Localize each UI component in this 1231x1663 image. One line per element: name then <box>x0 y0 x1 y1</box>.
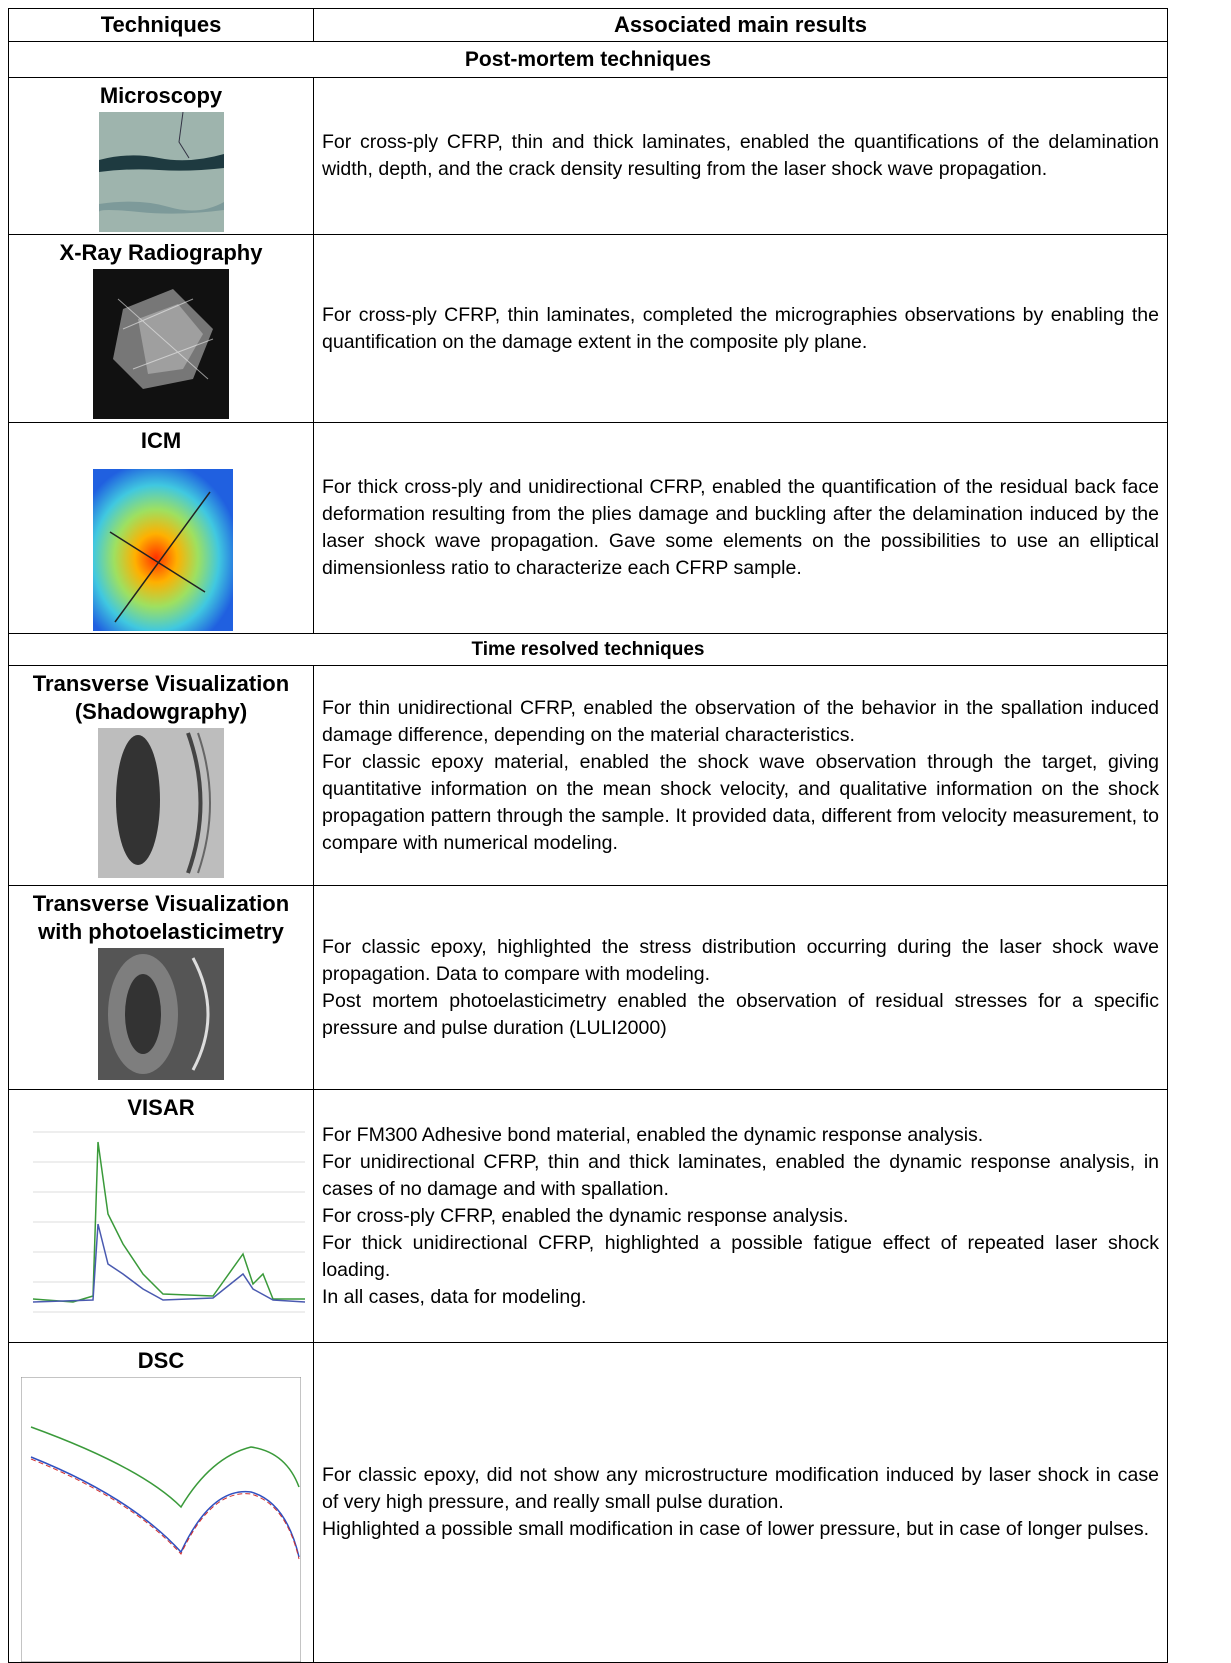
image-shape <box>93 469 233 631</box>
image-shape <box>177 112 189 159</box>
image-shape <box>138 304 203 374</box>
technique-name: Transverse Visualization with photoelasti… <box>9 890 313 946</box>
technique-row: Transverse Visualization (Shadowgraphy) Fo… <box>8 665 1168 886</box>
header-cell: Associated main results <box>313 8 1168 42</box>
result-paragraph: For cross-ply CFRP, thin and thick lamin… <box>322 131 1159 180</box>
technique-row: ICM For thick cross-ply and unidirectiona… <box>8 422 1168 634</box>
image-shape <box>21 1377 301 1662</box>
technique-image <box>9 112 313 232</box>
technique-cell: ICM <box>8 422 314 634</box>
technique-row: Transverse Visualization with photoelasti… <box>8 885 1168 1090</box>
results-cell: For thick cross-ply and unidirectional C… <box>313 422 1168 634</box>
image-shape <box>98 728 224 878</box>
image-shape <box>33 1131 305 1313</box>
technique-line: Transverse Visualization <box>32 671 290 696</box>
technique-line: (Shadowgraphy) <box>74 699 248 724</box>
technique-row: X-Ray Radiography For cross-ply CFRP, thi… <box>8 234 1168 423</box>
image-shape <box>191 957 210 1071</box>
result-paragraph: Highlighted a possible small modificatio… <box>322 1518 1150 1540</box>
technique-image <box>9 728 313 878</box>
image-shape <box>98 201 224 214</box>
result-paragraph: For FM300 Adhesive bond material, enable… <box>322 1123 984 1146</box>
technique-row: Microscopy For cross-ply CFRP, thin and t… <box>8 77 1168 235</box>
technique-image <box>9 457 313 633</box>
technique-cell: Microscopy <box>8 77 314 235</box>
image-shape <box>13 1124 309 1334</box>
image-shape <box>98 112 224 232</box>
result-paragraph: For classic epoxy, highlighted the stres… <box>322 935 1159 985</box>
technique-row: DSC For classic epoxy, did not show any m… <box>8 1342 1168 1663</box>
header-row: Techniques Associated main results <box>8 8 1168 42</box>
result-paragraph: For thick cross-ply and unidirectional C… <box>322 476 1159 579</box>
image-shape <box>197 732 211 874</box>
technique-cell: Transverse Visualization (Shadowgraphy) <box>8 665 314 886</box>
image-shape <box>85 457 237 633</box>
technique-cell: Transverse Visualization with photoelasti… <box>8 885 314 1090</box>
technique-name: Transverse Visualization (Shadowgraphy) <box>9 670 313 726</box>
section-row: Time resolved techniques <box>8 633 1168 666</box>
technique-name: X-Ray Radiography <box>9 239 313 267</box>
image-shape <box>98 948 224 1080</box>
technique-line: Microscopy <box>99 83 223 108</box>
technique-line: Transverse Visualization <box>32 891 290 916</box>
table-body: Post-mortem techniques Microscopy For cros… <box>8 41 1168 1663</box>
image-shape <box>125 974 161 1054</box>
image-shape <box>32 1141 305 1303</box>
technique-line: DSC <box>137 1348 185 1373</box>
technique-name: VISAR <box>9 1094 313 1122</box>
results-cell: For classic epoxy, did not show any micr… <box>313 1342 1168 1663</box>
result-paragraph: For cross-ply CFRP, enabled the dynamic … <box>322 1204 849 1227</box>
image-shape <box>186 732 203 874</box>
technique-image <box>9 1124 313 1334</box>
image-shape <box>30 1426 300 1509</box>
technique-image <box>9 948 313 1080</box>
image-shape <box>13 1124 309 1334</box>
technique-cell: X-Ray Radiography <box>8 234 314 423</box>
image-shape <box>98 154 224 172</box>
technique-name: Microscopy <box>9 82 313 110</box>
technique-line: VISAR <box>127 1095 195 1120</box>
results-cell: For classic epoxy, highlighted the stres… <box>313 885 1168 1090</box>
results-table: Techniques Associated main results Post-… <box>8 8 1168 1663</box>
technique-line: ICM <box>140 428 182 453</box>
technique-cell: DSC <box>8 1342 314 1663</box>
image-shape <box>116 735 160 865</box>
result-paragraph: For thick unidirectional CFRP, highlight… <box>322 1231 1159 1281</box>
results-cell: For FM300 Adhesive bond material, enable… <box>313 1089 1168 1343</box>
image-shape <box>32 1223 306 1303</box>
results-cell: For cross-ply CFRP, thin and thick lamin… <box>313 77 1168 235</box>
section-row: Post-mortem techniques <box>8 41 1168 78</box>
technique-cell: VISAR <box>8 1089 314 1343</box>
technique-name: DSC <box>9 1347 313 1375</box>
technique-line: with photoelasticimetry <box>38 919 284 944</box>
results-cell: For cross-ply CFRP, thin laminates, comp… <box>313 234 1168 423</box>
image-shape <box>117 298 214 380</box>
result-paragraph: For classic epoxy, did not show any micr… <box>322 1464 1159 1513</box>
image-shape <box>93 269 229 419</box>
image-shape <box>109 491 211 623</box>
technique-image <box>9 1377 313 1662</box>
technique-line: X-Ray Radiography <box>59 240 263 265</box>
result-paragraph: For unidirectional CFRP, thin and thick … <box>322 1150 1159 1200</box>
section-title: Post-mortem techniques <box>8 41 1168 78</box>
technique-name: ICM <box>9 427 313 455</box>
results-cell: For thin unidirectional CFRP, enabled th… <box>313 665 1168 886</box>
result-paragraph: For classic epoxy material, enabled the … <box>322 750 1159 854</box>
section-title: Time resolved techniques <box>8 633 1168 666</box>
result-paragraph: For thin unidirectional CFRP, enabled th… <box>322 696 1159 746</box>
result-paragraph: Post mortem photoelasticimetry enabled t… <box>322 989 1159 1039</box>
technique-row: VISAR For FM300 Adhesive bond material, e… <box>8 1089 1168 1343</box>
image-shape <box>21 1377 301 1662</box>
image-shape <box>30 1458 300 1560</box>
image-shape <box>30 1456 300 1558</box>
image-shape <box>98 112 224 232</box>
header-cell: Techniques <box>8 8 314 42</box>
result-paragraph: For cross-ply CFRP, thin laminates, comp… <box>322 303 1159 353</box>
technique-image <box>9 269 313 419</box>
result-paragraph: In all cases, data for modeling. <box>322 1285 587 1308</box>
